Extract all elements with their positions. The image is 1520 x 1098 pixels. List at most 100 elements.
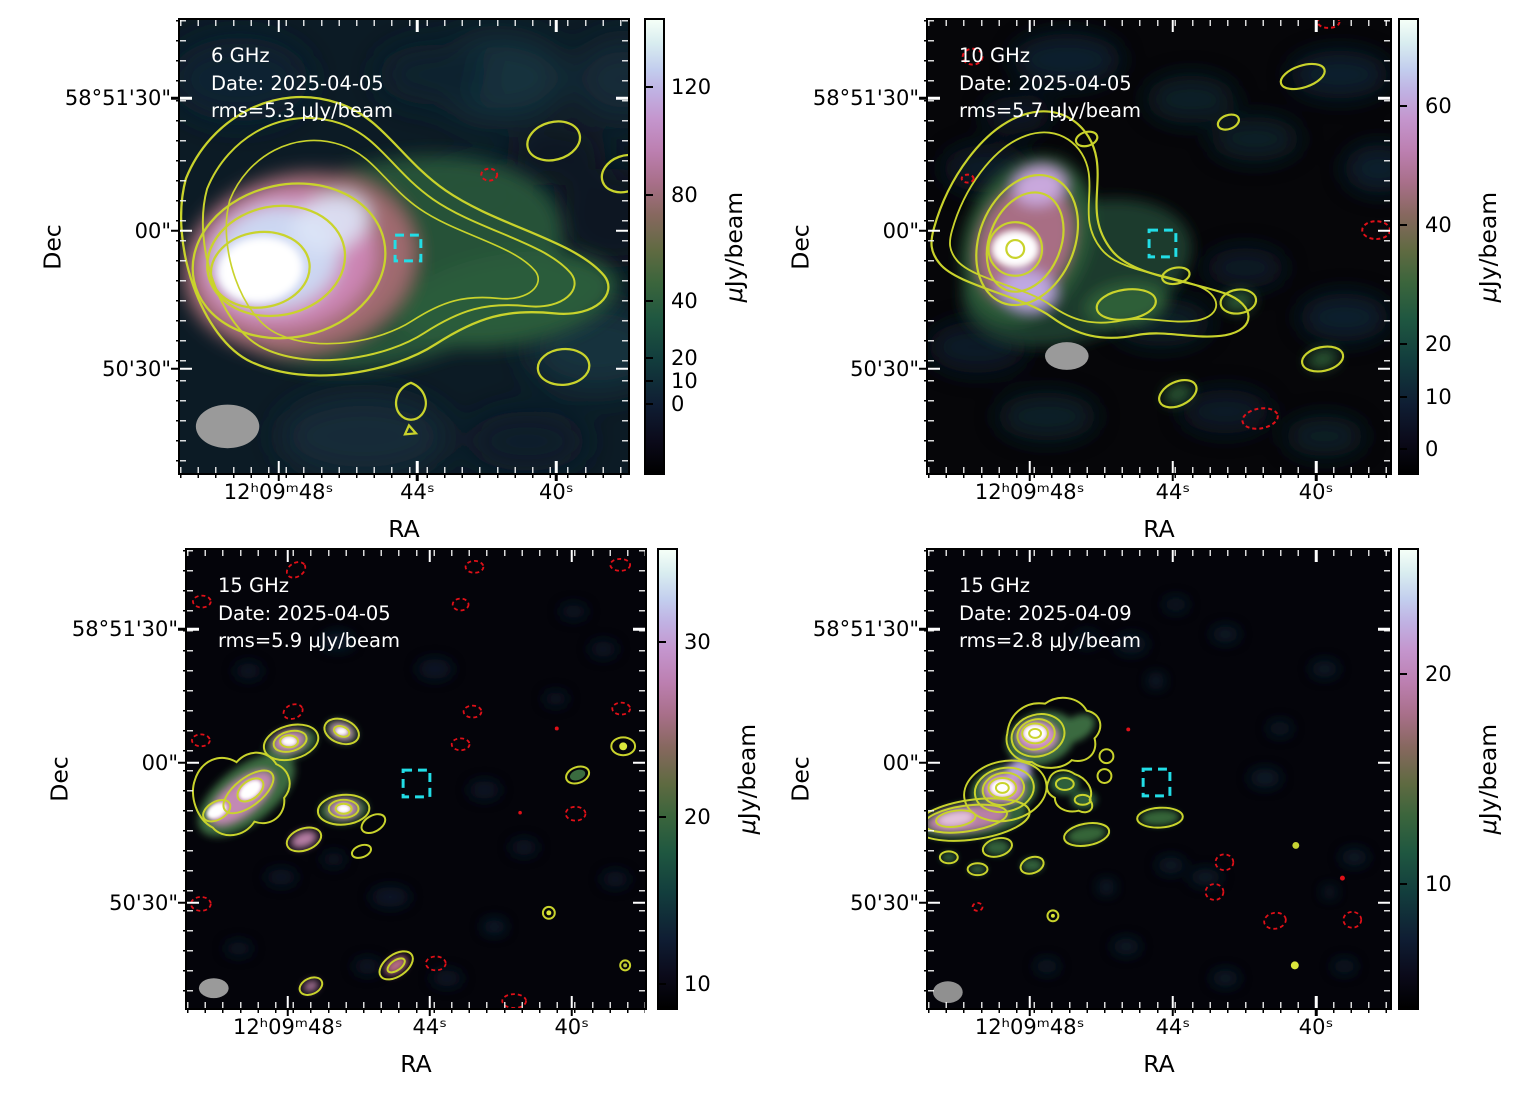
y-major-tick [178,901,187,904]
y-tick-label: 50'30" [850,890,919,915]
x-major-tick [1171,550,1175,562]
x-major-tick [555,461,558,473]
colorbar-tick-label: 30 [684,630,711,655]
colorbar-tick [1400,343,1407,346]
y-tick-label: 00" [141,750,178,775]
panel-annotation: 15 GHz Date: 2025-04-09 rms=2.8 μJy/beam [959,572,1141,655]
minor-ticks-bottom-outer [187,1008,645,1013]
panel-annotation: 6 GHz Date: 2025-04-05 rms=5.3 μJy/beam [211,42,393,125]
x-axis-label: RA [1143,515,1175,543]
minor-ticks-right [639,550,645,1008]
negative-contour [480,167,499,182]
y-major-tick [928,367,940,371]
minor-ticks-left [928,20,934,473]
x-tick-label: 44ˢ [400,480,435,504]
x-major-tick [1171,473,1175,481]
x-major-tick [1028,20,1031,32]
x-major-tick [428,996,431,1008]
date-label: Date: 2025-04-09 [959,601,1132,625]
x-major-tick [1028,550,1031,562]
x-major-tick [1314,1008,1318,1016]
positive-contours [930,62,1345,409]
x-major-tick [416,461,419,473]
x-major-tick [1171,20,1175,32]
y-major-tick [1378,367,1390,371]
y-major-tick [616,97,628,100]
y-major-tick [928,627,940,631]
minor-ticks-left-outer [923,20,928,473]
beam-ellipse [198,978,229,999]
positive-contours [191,717,637,996]
x-major-tick [1171,1008,1175,1016]
colorbar-tick [659,983,666,986]
target-marker [401,768,432,799]
colorbar-tick [646,85,653,88]
y-major-tick [633,761,645,765]
x-major-tick [1314,461,1318,473]
minor-ticks-left [928,550,934,1008]
colorbar-tick-label: 120 [671,74,712,99]
x-major-tick [286,996,289,1008]
y-major-tick [1378,901,1390,904]
minor-ticks-left-outer [923,550,928,1008]
minor-ticks-right [1384,20,1390,473]
background-mottling [1035,597,1369,987]
y-major-tick [633,627,645,631]
y-major-tick [919,97,928,100]
y-tick-label: 58°51'30" [64,86,171,111]
colorbar-tick-label: 40 [1425,213,1452,238]
background-mottling [224,604,630,987]
beam-ellipse [1044,342,1089,370]
x-major-tick [416,473,419,481]
date-label: Date: 2025-04-05 [211,71,384,95]
minor-ticks-right [622,20,628,473]
x-axis-label: RA [1143,1050,1175,1078]
rms-label: rms=5.9 μJy/beam [218,629,400,652]
positive-contours [928,696,1184,923]
colorbar-tick [1400,395,1407,398]
y-major-tick [178,627,187,631]
colorbar-tick [646,300,653,303]
minor-ticks-bottom [187,1002,645,1008]
y-axis-label: Dec [786,223,815,270]
colorbar-tick [659,641,666,644]
y-axis-label: Dec [786,756,815,802]
x-axis-label: RA [388,515,420,543]
y-tick-label: 00" [882,218,919,243]
y-major-tick [180,229,192,232]
x-major-tick [1028,473,1031,481]
colorbar-6ghz: μJy/beam 0 10 20 40 80 120 [644,18,748,475]
y-major-tick [928,901,940,904]
colorbar-15ghz-0409: μJy/beam 10 20 [1398,548,1502,1010]
colorbar-tick-label: 20 [671,345,698,370]
y-major-tick [919,901,928,904]
y-tick-label: 58°51'30" [812,86,919,111]
x-tick-label: 40ˢ [1298,1015,1334,1039]
colorbar-tick [646,402,653,405]
colorbar-tick-label: 0 [671,391,685,416]
x-tick-label: 44ˢ [1155,1015,1191,1039]
colorbar-tick [659,815,666,818]
x-tick-label: 44ˢ [412,1015,448,1039]
y-major-tick [1378,229,1390,232]
x-major-tick [570,1008,573,1016]
y-axis-label: Dec [38,223,67,270]
colorbar-tick-label: 0 [1425,437,1439,461]
y-major-tick [180,367,192,371]
x-major-tick [570,996,573,1008]
y-major-tick [919,229,928,232]
bright-dots [546,742,628,968]
colorbar-unit-label: μJy/beam [1474,191,1502,302]
sky-map-10ghz [928,20,1390,473]
y-major-tick [928,761,940,765]
y-major-tick [178,761,187,765]
minor-ticks-bottom [928,467,1390,473]
y-major-tick [1378,761,1390,765]
x-major-tick [1028,461,1031,473]
bright-dots [1050,841,1300,970]
colorbar-tick-label: 80 [671,183,698,208]
x-major-tick [277,20,280,32]
x-major-tick [1171,461,1175,473]
y-tick-label: 50'30" [102,356,171,381]
x-major-tick [277,473,280,481]
